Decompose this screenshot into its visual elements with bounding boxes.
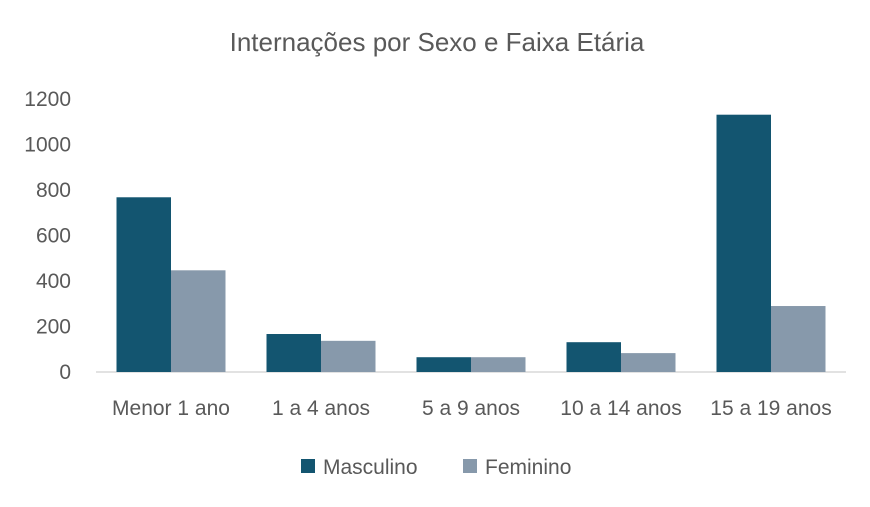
bars (116, 114, 826, 372)
bar-masculino-1 (116, 197, 171, 372)
bar-feminino-1 (171, 270, 226, 372)
x-tick-label: 5 a 9 anos (422, 397, 520, 420)
y-tick-label: 400 (36, 270, 71, 293)
y-axis-ticks: 0 200 400 600 800 1000 1200 (24, 88, 71, 384)
legend-label-feminino: Feminino (485, 456, 571, 479)
y-tick-label: 800 (36, 179, 71, 202)
bar-masculino-5 (716, 114, 771, 372)
bar-masculino-4 (566, 342, 621, 372)
legend-label-masculino: Masculino (323, 456, 418, 479)
legend-swatch-feminino (463, 459, 477, 473)
y-tick-label: 600 (36, 225, 71, 248)
bar-masculino-2 (266, 334, 321, 372)
x-tick-label: Menor 1 ano (112, 397, 230, 420)
bar-masculino-3 (416, 357, 471, 372)
y-tick-label: 0 (59, 361, 71, 384)
x-tick-label: 15 a 19 anos (710, 397, 831, 420)
bar-feminino-5 (771, 306, 826, 372)
legend-swatch-masculino (301, 459, 315, 473)
y-tick-label: 200 (36, 316, 71, 339)
bar-feminino-2 (321, 340, 376, 372)
x-tick-label: 1 a 4 anos (272, 397, 370, 420)
x-tick-label: 10 a 14 anos (560, 397, 681, 420)
bar-feminino-4 (621, 353, 676, 372)
y-tick-label: 1000 (24, 134, 71, 157)
bar-feminino-3 (471, 357, 526, 372)
chart-title: Internações por Sexo e Faixa Etária (230, 27, 645, 57)
x-axis-ticks: Menor 1 ano 1 a 4 anos 5 a 9 anos 10 a 14 a… (112, 397, 832, 420)
legend: Masculino Feminino (301, 456, 571, 479)
y-tick-label: 1200 (24, 88, 71, 111)
